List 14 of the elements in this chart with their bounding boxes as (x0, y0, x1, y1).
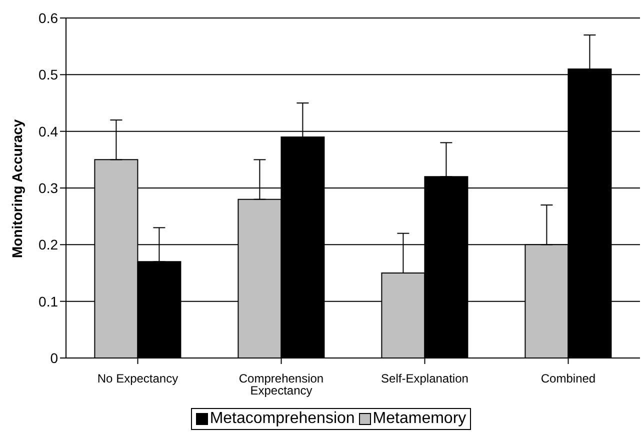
y-axis-title: Monitoring Accuracy (8, 119, 25, 258)
x-tick-label: Comprehension Expectancy (238, 372, 324, 398)
legend-label: Metacomprehension (208, 410, 355, 428)
y-tick-label: 0.3 (38, 180, 58, 196)
legend-label: Metamemory (372, 410, 466, 428)
y-tick-label: 0.2 (38, 236, 58, 253)
y-tick-label: 0.5 (38, 66, 58, 83)
x-tick-label: No Expectancy (97, 372, 178, 386)
y-tick-label: 0.4 (38, 123, 58, 140)
y-tick-label: 0.6 (38, 10, 58, 26)
x-tick-label: Self-Explanation (381, 372, 468, 386)
y-tick-label: 0 (50, 350, 58, 366)
x-tick-label: Combined (540, 372, 596, 386)
y-tick-label: 0.1 (38, 293, 58, 310)
